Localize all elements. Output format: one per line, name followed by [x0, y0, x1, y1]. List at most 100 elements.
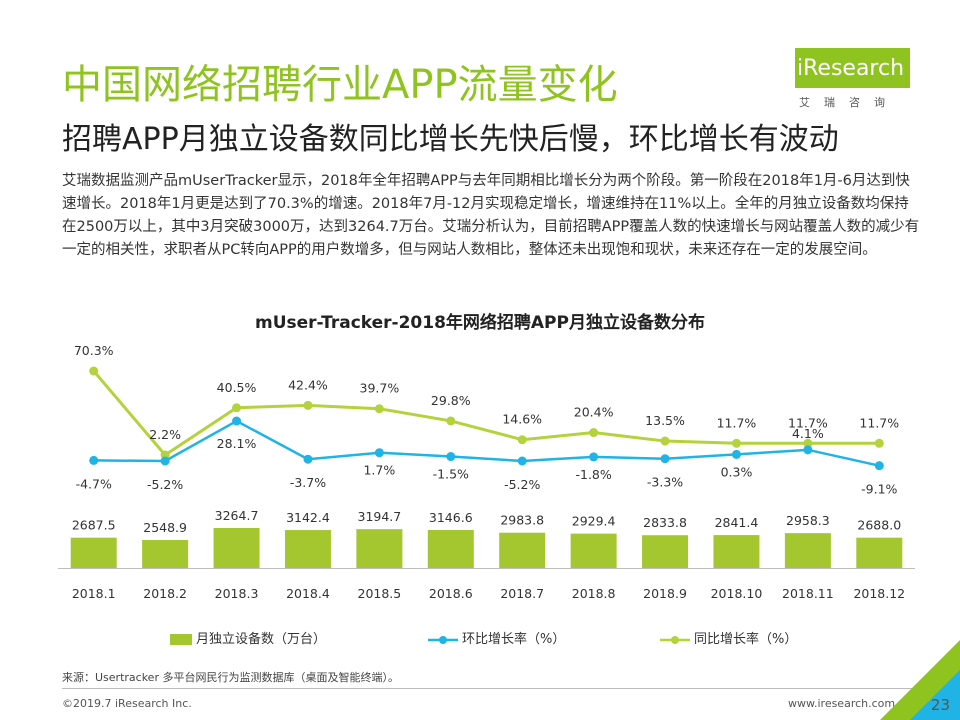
mom-label-2018.3: 28.1%: [217, 436, 257, 451]
bar-label-2018.8: 2929.4: [572, 514, 616, 529]
yoy-line: [92, 370, 880, 457]
mom-label-2018.12: -9.1%: [861, 482, 897, 497]
iresearch-logo: iResearch 艾瑞咨询: [785, 48, 915, 114]
x-tick-2018.8: 2018.8: [572, 586, 616, 601]
yoy-point-2018.1: [89, 366, 99, 376]
legend-label-mom: 环比增长率（%）: [462, 632, 566, 647]
bar-label-2018.7: 2983.8: [500, 513, 544, 528]
yoy-point-2018.7: [517, 435, 527, 445]
yoy-point-2018.6: [446, 416, 456, 426]
x-tick-2018.4: 2018.4: [286, 586, 330, 601]
logo-subtext: 艾瑞咨询: [799, 96, 899, 109]
yoy-label-2018.10: 11.7%: [717, 415, 757, 430]
x-tick-2018.9: 2018.9: [643, 586, 687, 601]
x-tick-2018.10: 2018.10: [711, 586, 763, 601]
copyright: ©2019.7 iResearch Inc.: [62, 697, 192, 710]
bar-2018.9: [642, 535, 689, 568]
mom-point-2018.10: [731, 449, 741, 459]
x-tick-2018.12: 2018.12: [853, 586, 905, 601]
bar-2018.3: [213, 528, 260, 568]
x-tick-2018.1: 2018.1: [72, 586, 116, 601]
mom-label-2018.1: -4.7%: [76, 476, 112, 491]
mom-point-2018.4: [303, 454, 313, 464]
mom-label-2018.7: -5.2%: [504, 477, 540, 492]
bar-label-2018.5: 3194.7: [358, 509, 402, 524]
legend-swatch-yoy: [660, 635, 690, 644]
footer-divider: [62, 688, 922, 689]
x-tick-2018.3: 2018.3: [215, 586, 259, 601]
bar-2018.12: [856, 537, 903, 568]
legend-item-devices: 月独立设备数（万台）: [170, 628, 326, 647]
bar-label-2018.2: 2548.9: [143, 520, 187, 535]
yoy-label-2018.2: 2.2%: [149, 427, 181, 442]
yoy-label-2018.7: 14.6%: [502, 412, 542, 427]
bar-label-2018.11: 2958.3: [786, 513, 830, 528]
yoy-point-2018.3: [232, 403, 242, 413]
page-number: 23: [930, 696, 950, 714]
legend-item-yoy: 同比增长率（%）: [660, 628, 797, 647]
x-tick-2018.6: 2018.6: [429, 586, 473, 601]
mom-label-2018.10: 0.3%: [721, 464, 753, 479]
x-tick-2018.11: 2018.11: [782, 586, 834, 601]
yoy-label-2018.8: 20.4%: [574, 405, 614, 420]
combo-chart: 2687.5 2018.1 2548.9 2018.2 3264.7 2018.3 3142…: [58, 343, 915, 601]
mom-label-2018.11: 4.1%: [792, 426, 824, 441]
x-tick-2018.2: 2018.2: [143, 586, 187, 601]
bar-2018.5: [356, 529, 403, 568]
bar-2018.8: [570, 533, 617, 568]
legend-item-mom: 环比增长率（%）: [428, 628, 565, 647]
yoy-label-2018.1: 70.3%: [74, 343, 114, 358]
logo-text: iResearch: [797, 56, 905, 81]
yoy-label-2018.11: 11.7%: [788, 415, 828, 430]
bar-label-2018.10: 2841.4: [715, 515, 759, 530]
bar-label-2018.12: 2688.0: [857, 518, 901, 533]
bar-2018.2: [142, 540, 189, 568]
mom-point-2018.2: [160, 456, 170, 466]
mom-point-2018.12: [874, 461, 884, 471]
bar-label-2018.3: 3264.7: [215, 508, 259, 523]
yoy-point-2018.4: [303, 400, 313, 410]
page-subtitle: 招聘APP月独立设备数同比增长先快后慢，环比增长有波动: [62, 122, 839, 157]
mom-point-2018.11: [803, 445, 813, 455]
legend-label-devices: 月独立设备数（万台）: [196, 632, 327, 647]
yoy-point-2018.12: [874, 438, 884, 448]
website-link[interactable]: www.iresearch.com.cn: [788, 697, 912, 710]
mom-label-2018.2: -5.2%: [147, 477, 183, 492]
chart-title: mUser-Tracker-2018年网络招聘APP月独立设备数分布: [255, 313, 705, 333]
yoy-point-2018.9: [660, 436, 670, 446]
bar-2018.7: [499, 532, 546, 568]
yoy-label-2018.9: 13.5%: [645, 413, 685, 428]
bar-2018.4: [284, 530, 331, 568]
mom-point-2018.8: [589, 452, 599, 462]
yoy-point-2018.10: [731, 438, 741, 448]
corner-decoration: [880, 640, 960, 720]
yoy-point-2018.5: [374, 404, 384, 414]
bar-2018.11: [784, 533, 831, 568]
mom-label-2018.9: -3.3%: [647, 475, 683, 490]
yoy-label-2018.3: 40.5%: [217, 380, 257, 395]
summary-paragraph: 艾瑞数据监测产品mUserTracker显示，2018年全年招聘APP与去年同期…: [62, 173, 920, 258]
mom-label-2018.5: 1.7%: [363, 463, 395, 478]
mom-point-2018.9: [660, 454, 670, 464]
yoy-label-2018.4: 42.4%: [288, 377, 328, 392]
x-tick-2018.5: 2018.5: [358, 586, 402, 601]
logo-background: [795, 48, 910, 88]
bar-2018.6: [427, 529, 474, 568]
x-tick-2018.7: 2018.7: [500, 586, 544, 601]
mom-point-2018.6: [446, 452, 456, 462]
legend-swatch-bar: [170, 634, 192, 645]
bar-label-2018.6: 3146.6: [429, 510, 473, 525]
bar-2018.1: [70, 537, 117, 568]
yoy-label-2018.12: 11.7%: [859, 415, 899, 430]
mom-point-2018.5: [374, 448, 384, 458]
bar-label-2018.1: 2687.5: [72, 518, 116, 533]
mom-label-2018.8: -1.8%: [575, 467, 611, 482]
bar-label-2018.9: 2833.8: [643, 515, 687, 530]
yoy-point-2018.11: [803, 438, 813, 448]
mom-point-2018.7: [517, 456, 527, 466]
legend-label-yoy: 同比增长率（%）: [694, 632, 798, 647]
page-title: 中国网络招聘行业APP流量变化: [62, 62, 618, 108]
mom-line: [93, 419, 880, 467]
yoy-label-2018.6: 29.8%: [431, 393, 471, 408]
source-note: 来源：Usertracker 多平台网民行为监测数据库（桌面及智能终端）。: [62, 671, 399, 684]
